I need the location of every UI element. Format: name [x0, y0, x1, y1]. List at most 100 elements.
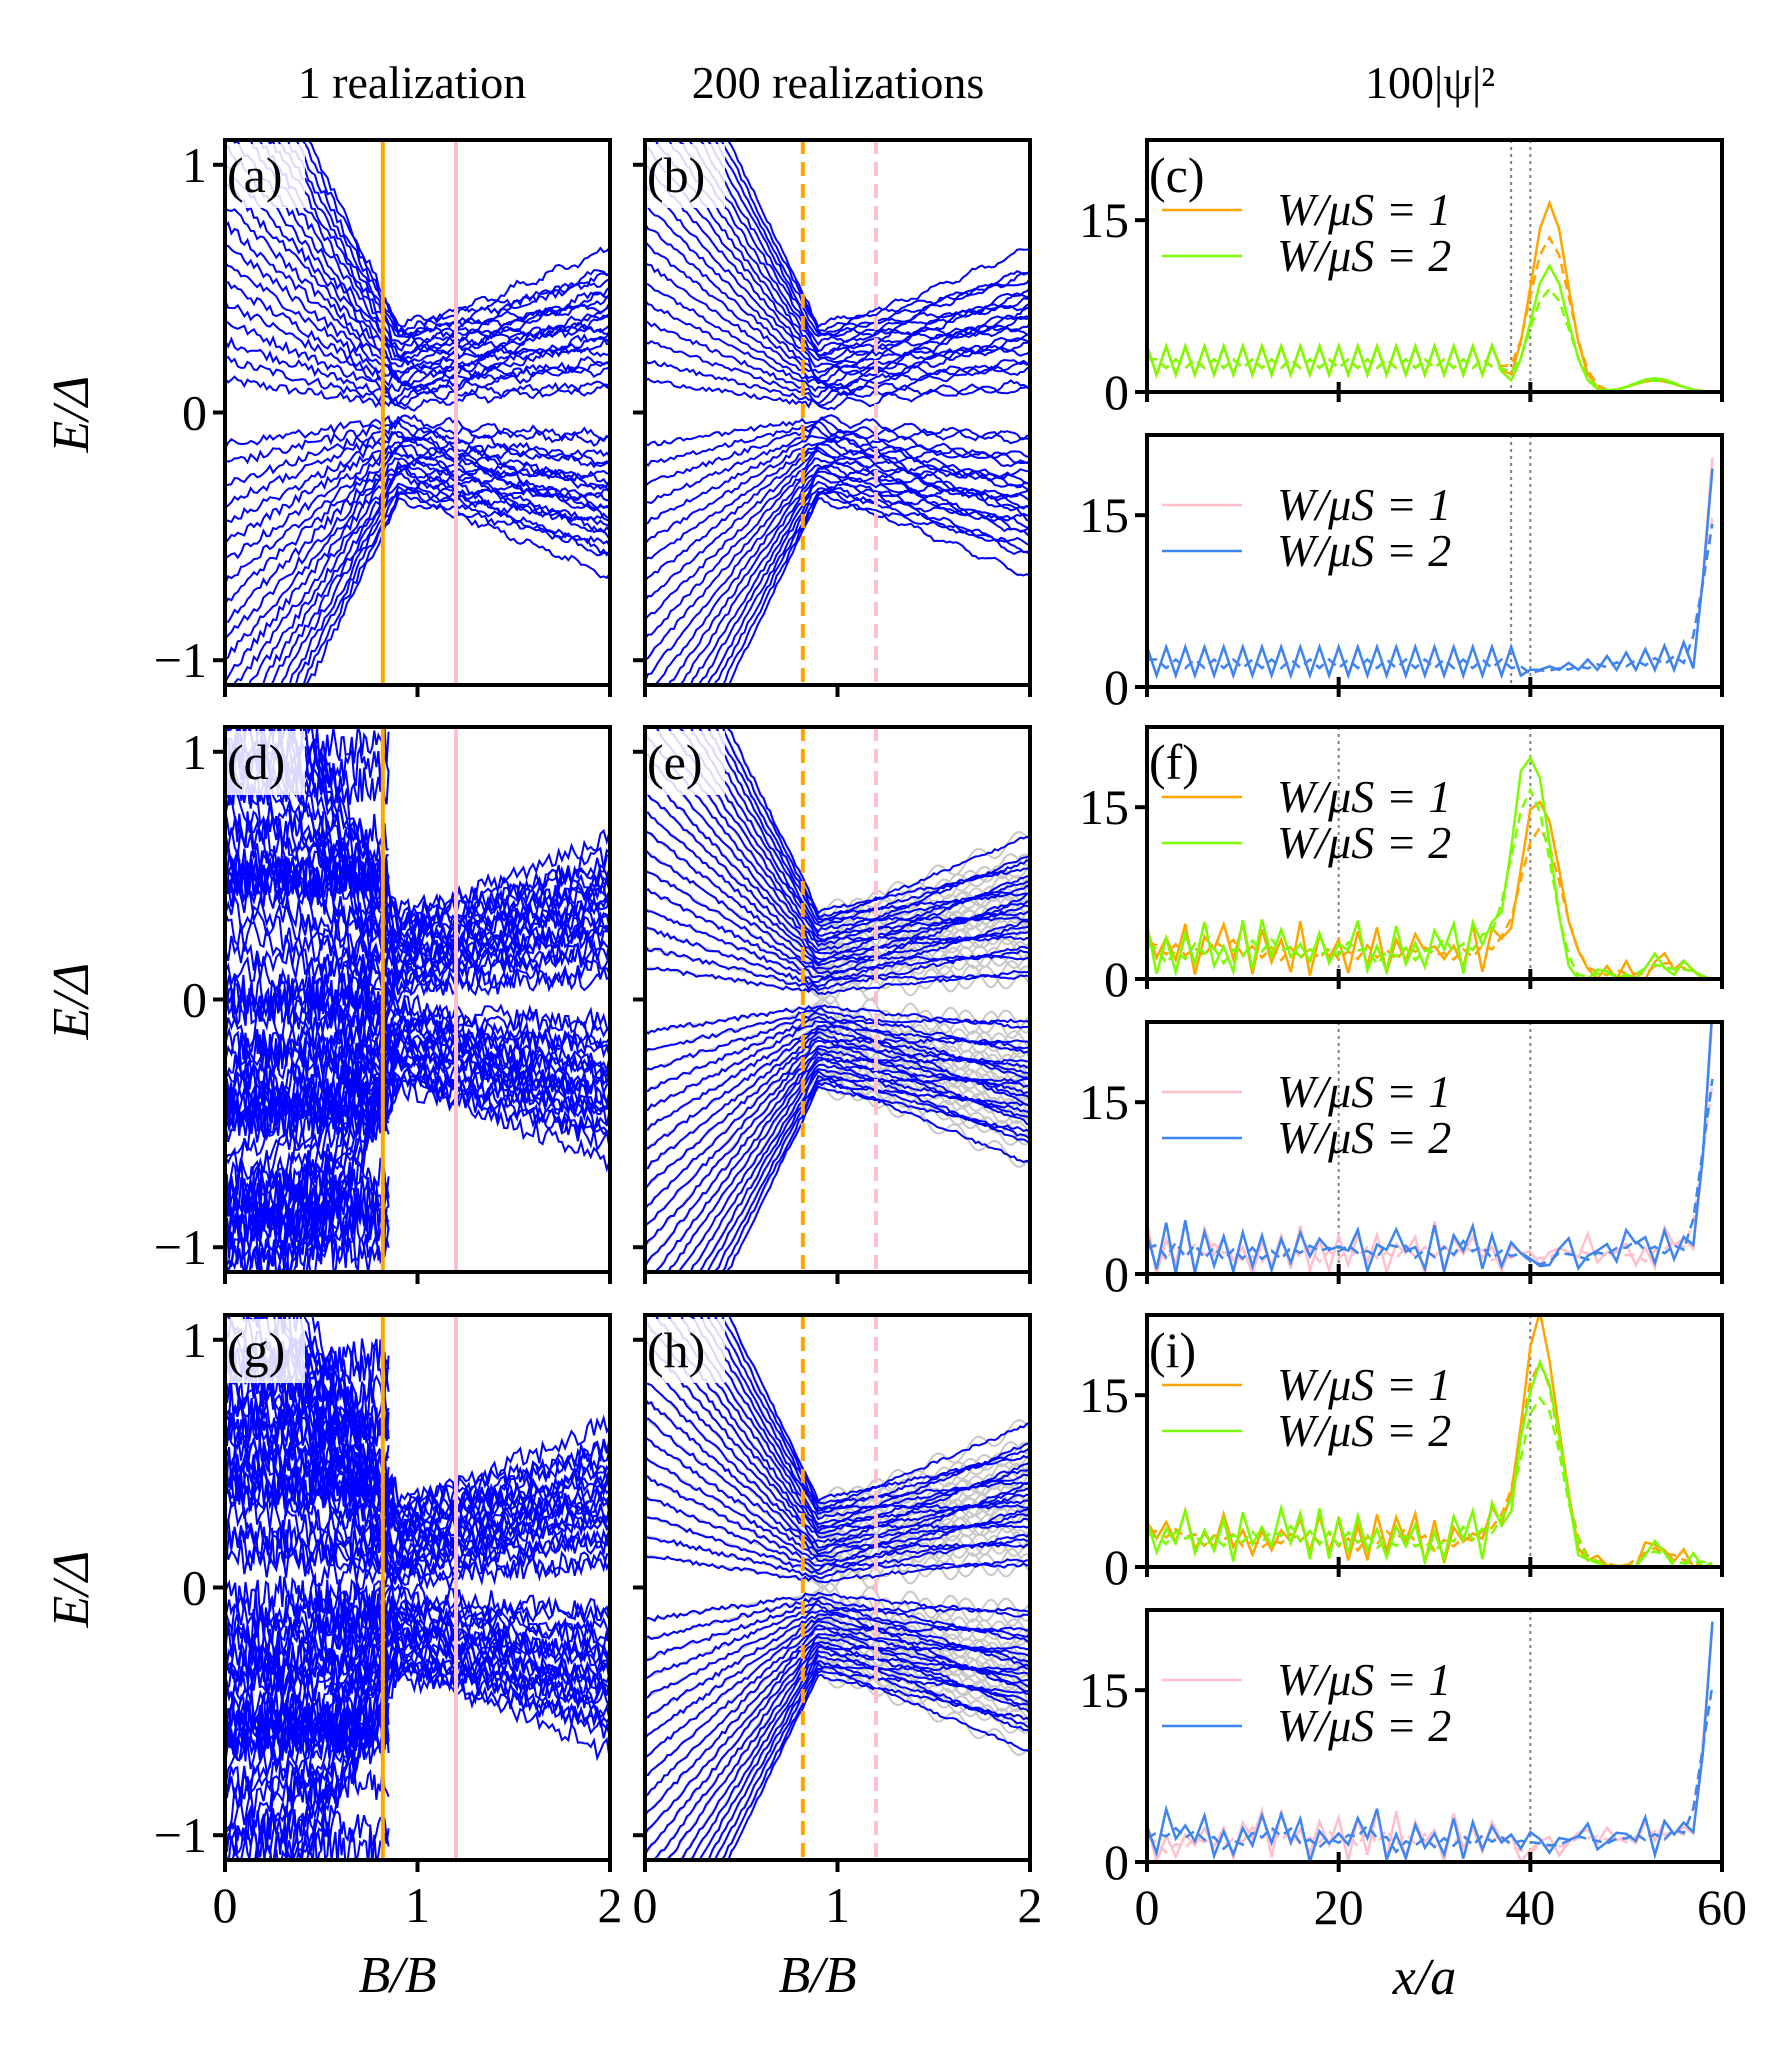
panel-label-bg: [227, 731, 305, 795]
legend-label: W/μS = 1: [1277, 771, 1451, 822]
energy-level-curve: [305, 1076, 610, 1272]
energy-level-curve: [225, 458, 610, 661]
energy-level-curve: [225, 415, 610, 469]
y-tick-label: 15: [1079, 192, 1129, 248]
clean-level-curve: [726, 727, 1030, 921]
energy-level-curve: [715, 727, 1030, 923]
energy-level-curve: [294, 486, 610, 685]
energy-level-curve: [645, 1612, 1030, 1719]
energy-level-curve: [726, 727, 1030, 915]
panel-frame: [1145, 1020, 1724, 1276]
energy-level-curve: [225, 456, 610, 640]
energy-level-curve: [698, 1070, 1030, 1272]
legend-label: W/μS = 2: [1277, 525, 1451, 576]
energy-level-curve: [697, 486, 1030, 685]
energy-level-curve: [292, 1315, 610, 1523]
y-tick-label: −1: [154, 1219, 207, 1275]
energy-level-curve: [301, 140, 610, 336]
energy-level-curve: [728, 1315, 1030, 1503]
axes-frames: [223, 138, 1724, 1864]
y-tick-label: 1: [182, 1312, 207, 1368]
panel-label: (e): [647, 734, 703, 790]
panel-label: (b): [647, 147, 705, 203]
energy-level-curve: [698, 1660, 1030, 1860]
energy-level-curve: [720, 1315, 1030, 1505]
panel-label-bg: [1149, 731, 1227, 793]
energy-level-curve: [225, 861, 390, 904]
energy-level-curve: [713, 1665, 1030, 1860]
energy-level-curve: [689, 480, 1030, 685]
energy-level-curve: [225, 1368, 390, 1408]
energy-level-curve: [225, 1649, 390, 1690]
energy-level-curve: [293, 727, 610, 932]
energy-level-curve: [645, 1380, 1030, 1550]
psi-curve-w2: [1147, 1022, 1713, 1274]
wavefunction-panel-i_lower: [1147, 1610, 1714, 1862]
wavefunction-panel-c_lower: [1147, 435, 1714, 687]
energy-level-curve: [225, 444, 610, 585]
energy-level-curve: [706, 140, 1030, 336]
x-tick-label: 1: [405, 1877, 430, 1933]
energy-level-curve: [306, 727, 610, 918]
panel-frame: [643, 138, 1032, 687]
energy-level-curve: [645, 1037, 1030, 1210]
energy-level-curve: [225, 987, 390, 1027]
energy-level-curve: [645, 1606, 1030, 1700]
energy-level-curve: [225, 1437, 390, 1478]
title-1-realization: 1 realization: [298, 57, 527, 108]
energy-level-curve: [225, 1096, 390, 1139]
psi-avg-curve-w2: [1147, 1396, 1713, 1567]
energy-level-curve: [295, 140, 610, 339]
energy-level-curve: [645, 146, 1030, 361]
clean-level-curve: [714, 1658, 1030, 1860]
energy-level-curve: [645, 790, 1030, 961]
x-tick-label: 2: [598, 1877, 623, 1933]
panel-frame: [1145, 1608, 1724, 1864]
energy-level-curve: [645, 1047, 1030, 1247]
energy-level-curve: [225, 1367, 610, 1560]
energy-level-curve: [225, 1634, 610, 1860]
energy-level-curve: [726, 1085, 1030, 1272]
panel-frame: [643, 1313, 1032, 1862]
energy-level-curve: [225, 300, 610, 398]
spectrum-panel-d: [225, 727, 610, 1272]
energy-level-curve: [225, 1762, 390, 1805]
energy-level-curve: [302, 491, 610, 685]
energy-level-curve: [713, 487, 1030, 685]
x-tick-label: 60: [1697, 1879, 1747, 1935]
energy-level-curve: [305, 1668, 610, 1860]
energy-level-curve: [248, 466, 610, 685]
energy-level-curve: [225, 1042, 390, 1083]
energy-level-curve: [645, 358, 1030, 407]
energy-level-curve: [645, 1024, 1030, 1131]
energy-level-curve: [645, 282, 1030, 392]
energy-level-curve: [225, 844, 610, 981]
energy-level-curve: [225, 436, 610, 544]
energy-level-curve: [225, 889, 610, 993]
energy-level-curve: [225, 1641, 390, 1683]
energy-level-curve: [720, 1670, 1030, 1860]
x-tick-label: 40: [1505, 1879, 1555, 1935]
x-tick-label: 2: [1018, 1877, 1043, 1933]
panel-label-bg: [227, 1319, 305, 1383]
energy-level-curve: [645, 435, 1030, 545]
energy-level-curve: [225, 207, 610, 380]
energy-level-curve: [665, 1645, 1030, 1860]
panel-frame: [223, 138, 612, 687]
energy-level-curve: [225, 1192, 390, 1236]
energy-level-curve: [727, 497, 1030, 685]
energy-level-curve: [225, 1205, 390, 1246]
clean-level-curve: [667, 1638, 1030, 1860]
energy-level-curve: [297, 1315, 610, 1512]
panel-label-bg: [647, 731, 725, 795]
energy-level-curve: [706, 490, 1030, 685]
energy-level-curve: [232, 140, 610, 361]
energy-level-curve: [225, 1474, 610, 1581]
y-axis-label: E/Δ: [43, 963, 100, 1041]
panel-label: (d): [227, 734, 285, 790]
clean-level-curve: [645, 1339, 1030, 1545]
spectrum-panel-b: [645, 140, 1030, 685]
panel-label: (c): [1149, 147, 1205, 203]
x-tick-label: 0: [213, 1877, 238, 1933]
